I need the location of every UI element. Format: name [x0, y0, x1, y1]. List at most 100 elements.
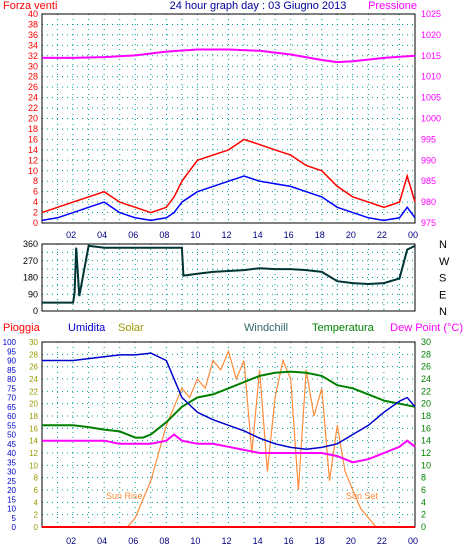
direction-y-tick: 270 — [23, 256, 38, 266]
temperature-y-tick: 28 — [29, 350, 38, 359]
dew-point-y-tick: 16 — [421, 423, 431, 433]
pressure-y-tick: 1015 — [421, 51, 441, 61]
pressure-y-tick: 1000 — [421, 114, 441, 124]
climate-panel-x-tick: 06 — [128, 536, 138, 546]
temperature-line — [42, 370, 416, 439]
temperature-y-tick: 10 — [29, 461, 38, 470]
climate-panel-x-tick: 08 — [159, 536, 169, 546]
dew-point-y-tick: 24 — [421, 374, 431, 384]
temperature-y-tick: 16 — [29, 424, 38, 433]
humidity-y-tick: 25 — [7, 477, 16, 486]
dew-point-label: Dew Point (°C) — [390, 322, 463, 334]
wind-speed-line — [41, 175, 416, 222]
dew-point-y-tick: 22 — [421, 386, 431, 396]
wind-panel-x-tick: 06 — [128, 230, 138, 240]
dew-point-y-tick: 10 — [421, 460, 431, 470]
wind-y-tick: 38 — [28, 19, 38, 29]
pressure-y-tick: 985 — [421, 176, 436, 186]
dew-point-y-tick: 26 — [421, 362, 431, 372]
pressure-y-tick: 995 — [421, 134, 436, 144]
temperature-y-tick: 20 — [29, 400, 38, 409]
climate-panel-x-tick: 10 — [190, 536, 200, 546]
compass-label: N — [439, 306, 447, 318]
pressure-line — [42, 48, 416, 64]
direction-y-tick: 90 — [28, 289, 38, 299]
humidity-y-tick: 60 — [7, 412, 16, 421]
temperature-y-tick: 2 — [34, 511, 39, 520]
wind-y-tick: 32 — [28, 51, 38, 61]
dew-point-y-tick: 4 — [421, 497, 426, 507]
humidity-y-tick: 45 — [7, 440, 16, 449]
humidity-y-tick: 40 — [7, 449, 16, 458]
direction-y-tick: 180 — [23, 273, 38, 283]
temperature-y-tick: 6 — [34, 486, 39, 495]
humidity-y-tick: 85 — [7, 366, 16, 375]
dew-point-line — [42, 433, 416, 464]
humidity-y-tick: 100 — [3, 338, 17, 347]
pressure-y-tick: 990 — [421, 155, 436, 165]
wind-speed-label: Forza venti — [3, 0, 57, 12]
wind-y-tick: 6 — [33, 187, 38, 197]
climate-panel-x-tick: 12 — [221, 536, 231, 546]
wind-y-tick: 22 — [28, 103, 38, 113]
wind-y-tick: 0 — [33, 218, 38, 228]
direction-y-tick: 0 — [33, 306, 38, 316]
pressure-y-tick: 1005 — [421, 93, 441, 103]
humidity-y-tick: 65 — [7, 403, 16, 412]
wind-y-tick: 20 — [28, 114, 38, 124]
wind-direction-line — [42, 244, 416, 304]
compass-label: S — [439, 273, 446, 285]
humidity-y-tick: 95 — [7, 347, 16, 356]
wind-panel-x-tick: 22 — [377, 230, 387, 240]
dew-point-y-tick: 6 — [421, 485, 426, 495]
climate-panel-x-tick: 22 — [377, 536, 387, 546]
temperature-y-tick: 24 — [29, 375, 38, 384]
chart-dynamic-layer: 0246810121416182022242628303234363840975… — [3, 9, 450, 546]
humidity-y-tick: 55 — [7, 421, 16, 430]
rain-label: Pioggia — [3, 322, 41, 334]
sun-set-annotation: Sun Set — [346, 491, 379, 501]
windchill-label: Windchill — [244, 322, 288, 334]
humidity-y-tick: 70 — [7, 394, 16, 403]
solar-line — [42, 349, 415, 528]
wind-panel-x-tick: 14 — [253, 230, 263, 240]
wind-y-tick: 12 — [28, 155, 38, 165]
wind-y-tick: 28 — [28, 72, 38, 82]
climate-panel-x-tick: 14 — [253, 536, 263, 546]
humidity-y-tick: 30 — [7, 468, 16, 477]
wind-y-tick: 14 — [28, 145, 38, 155]
dew-point-y-tick: 14 — [421, 436, 431, 446]
direction-y-tick: 360 — [23, 239, 38, 249]
wind-y-tick: 8 — [33, 176, 38, 186]
humidity-y-tick: 80 — [7, 375, 16, 384]
dew-point-y-tick: 8 — [421, 473, 426, 483]
dew-point-y-tick: 12 — [421, 448, 431, 458]
pressure-y-tick: 1025 — [421, 9, 441, 19]
humidity-label: Umidita — [68, 322, 106, 334]
pressure-y-tick: 975 — [421, 218, 436, 228]
humidity-y-tick: 50 — [7, 431, 16, 440]
wind-panel-x-tick: 00 — [408, 230, 418, 240]
pressure-y-tick: 1010 — [421, 72, 441, 82]
temperature-y-tick: 18 — [29, 412, 38, 421]
temperature-y-tick: 26 — [29, 363, 38, 372]
compass-label: W — [439, 256, 450, 268]
wind-y-tick: 10 — [28, 166, 38, 176]
dew-point-y-tick: 18 — [421, 411, 431, 421]
humidity-y-tick: 0 — [12, 523, 17, 532]
temperature-y-tick: 14 — [29, 437, 38, 446]
humidity-y-tick: 15 — [7, 495, 16, 504]
compass-label: N — [439, 239, 447, 251]
wind-gust-line — [41, 138, 416, 214]
temperature-y-tick: 30 — [29, 338, 38, 347]
wind-panel-x-tick: 16 — [284, 230, 294, 240]
temperature-y-tick: 12 — [29, 449, 38, 458]
wind-y-tick: 36 — [28, 30, 38, 40]
chart-title: 24 hour graph day : 03 Giugno 2013 — [170, 0, 347, 12]
humidity-y-tick: 75 — [7, 384, 16, 393]
temperature-label: Temperatura — [312, 322, 375, 334]
humidity-y-tick: 20 — [7, 486, 16, 495]
dew-point-y-tick: 2 — [421, 510, 426, 520]
